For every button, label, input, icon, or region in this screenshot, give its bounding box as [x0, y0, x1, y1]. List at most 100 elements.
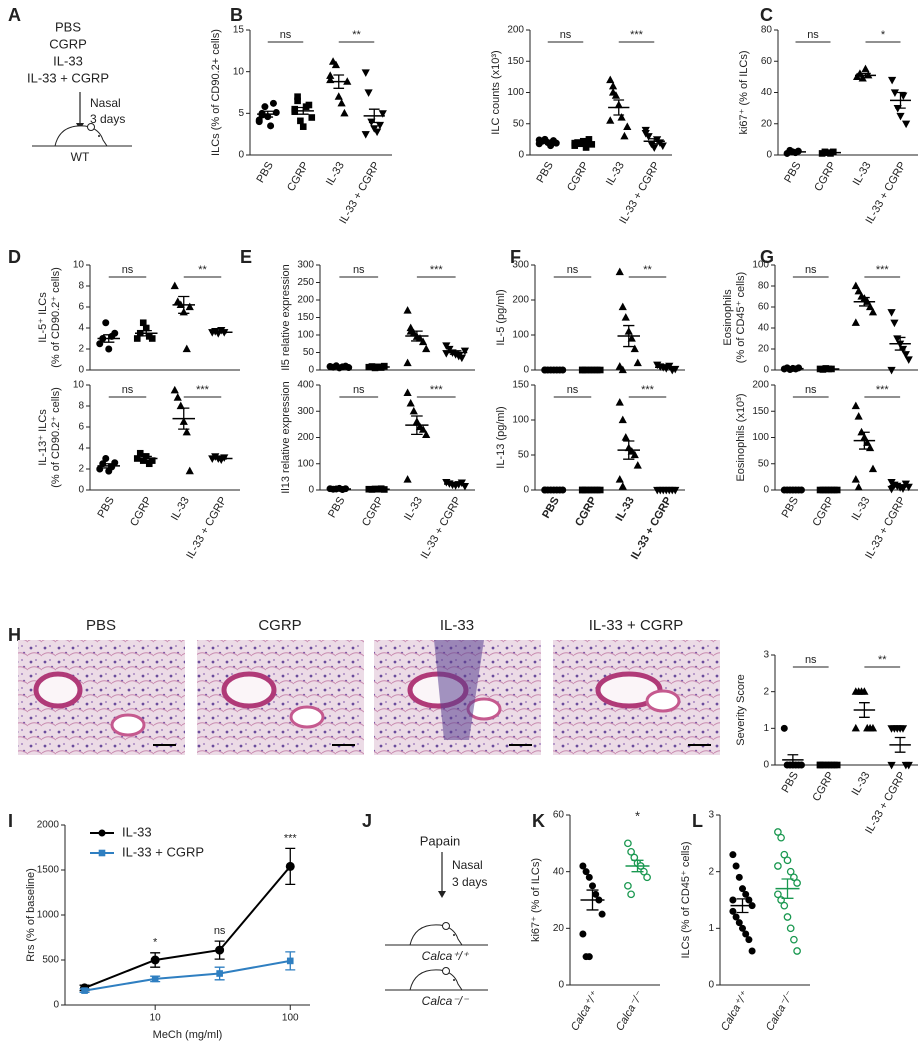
data-point — [261, 103, 269, 111]
y-axis-label: ki67⁺ (% of ILCs) — [738, 50, 750, 134]
data-point — [887, 485, 896, 494]
x-tick-label: IL-33 — [614, 495, 637, 523]
y-axis-label: ILCs (% of CD90.2+ cells) — [210, 29, 222, 156]
error-bar — [411, 415, 423, 435]
y-tick-label: 5 — [238, 108, 244, 119]
x-tick-label: Calca⁻/⁻ — [764, 989, 796, 1033]
data-point — [606, 116, 615, 124]
x-tick-label: IL-33 — [604, 160, 627, 188]
data-point — [901, 120, 911, 129]
y-axis-label: ki67⁺ (% of ILCs) — [530, 858, 542, 942]
data-point — [851, 281, 860, 290]
panel-letter: L — [692, 811, 703, 831]
y-tick-label: 0 — [78, 485, 84, 496]
error-bar — [178, 295, 190, 314]
data-point — [851, 475, 860, 483]
data-point — [185, 466, 194, 475]
data-point — [615, 267, 624, 276]
data-point — [860, 687, 869, 695]
data-point — [732, 862, 740, 870]
error-bar — [140, 455, 152, 462]
error-bar — [623, 324, 635, 348]
data-point — [285, 861, 295, 871]
error-bar — [411, 330, 423, 342]
y-tick-label: 1 — [708, 923, 714, 934]
significance-label: ** — [198, 264, 207, 276]
significance-label: *** — [641, 384, 655, 396]
y-tick-label: 10 — [233, 66, 245, 77]
error-bar — [894, 336, 906, 351]
data-point — [780, 901, 789, 910]
error-bar — [262, 110, 274, 118]
data-point — [96, 340, 104, 348]
error-bar — [215, 457, 227, 460]
x-tick-label: PBS — [540, 495, 562, 521]
y-tick-label: 60 — [553, 810, 565, 821]
mouse-ear — [87, 123, 95, 131]
data-point — [308, 114, 316, 121]
y-tick-label: 100 — [297, 458, 314, 469]
data-point — [774, 890, 782, 899]
treatment-label: IL-33 — [53, 53, 83, 68]
y-tick-label: 40 — [761, 87, 773, 98]
x-tick-label: CGRP — [573, 495, 599, 529]
data-point — [793, 879, 801, 887]
x-tick-label: IL-33 — [402, 495, 425, 523]
mouse-label: Calca⁻/⁻ — [422, 994, 470, 1008]
y-tick-label: 50 — [758, 458, 770, 469]
series-line — [84, 865, 292, 989]
x-tick-label: PBS — [254, 160, 275, 185]
data-point — [105, 345, 113, 353]
data-point — [735, 919, 743, 927]
data-point — [627, 334, 636, 342]
data-point — [630, 344, 639, 353]
data-point — [868, 723, 878, 732]
x-tick-label: CGRP — [360, 495, 386, 529]
data-point — [854, 412, 863, 420]
data-point — [185, 302, 194, 311]
panel-letter: G — [760, 247, 774, 267]
y-tick-label: 15 — [233, 25, 245, 36]
data-point — [658, 142, 667, 151]
data-point — [783, 856, 792, 865]
significance-label: *** — [876, 264, 890, 276]
y-axis-label: IL-13⁺ ILCs — [37, 409, 49, 466]
data-point — [267, 122, 275, 130]
y-tick-label: 0 — [238, 150, 244, 161]
y-tick-label: 10 — [73, 380, 85, 391]
mouse-ear — [442, 922, 450, 930]
y-tick-label: 100 — [507, 87, 524, 98]
significance-label: ns — [122, 264, 134, 276]
significance-label: *** — [430, 384, 444, 396]
error-bar — [860, 72, 871, 78]
data-point — [340, 108, 349, 117]
data-point — [182, 344, 191, 353]
y-tick-label: 20 — [553, 923, 565, 934]
y-tick-label: 1000 — [37, 910, 60, 921]
data-point — [735, 873, 743, 881]
y-tick-label: 10 — [73, 260, 85, 271]
route-label: Nasal — [90, 96, 121, 110]
data-point — [111, 329, 119, 337]
significance-label: ns — [567, 264, 579, 276]
data-point — [378, 110, 387, 118]
y-axis-label: (% of CD90.2⁺ cells) — [50, 387, 62, 488]
duration-label: 3 days — [452, 875, 487, 889]
y-tick-label: 0 — [78, 365, 84, 376]
data-point — [403, 306, 412, 314]
airway — [33, 671, 83, 709]
data-point — [777, 833, 785, 842]
data-point — [868, 464, 878, 473]
data-point — [851, 401, 860, 410]
data-point — [745, 936, 753, 944]
y-tick-label: 60 — [761, 56, 773, 67]
error-bar — [623, 440, 635, 460]
y-tick-label: 300 — [297, 406, 314, 417]
error-bar — [577, 142, 589, 146]
data-point — [627, 447, 636, 455]
error-bar — [215, 331, 227, 334]
y-tick-label: 200 — [297, 432, 314, 443]
data-point — [337, 98, 346, 107]
y-tick-label: 300 — [297, 260, 314, 271]
significance-label: * — [153, 937, 158, 949]
